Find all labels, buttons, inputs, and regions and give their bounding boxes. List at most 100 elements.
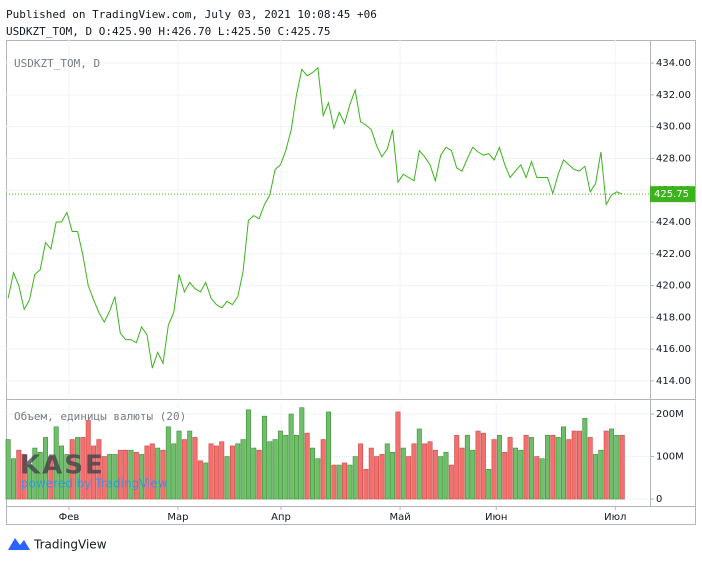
volume-bar bbox=[363, 468, 369, 500]
volume-bar bbox=[277, 430, 283, 500]
volume-bar bbox=[165, 426, 171, 500]
volume-bar bbox=[593, 454, 599, 500]
y-tick-label: 422.00 bbox=[656, 249, 691, 260]
volume-bar bbox=[107, 454, 113, 500]
volume-bar bbox=[160, 449, 166, 500]
volume-bar bbox=[133, 451, 139, 500]
volume-bar bbox=[523, 434, 529, 500]
volume-bar bbox=[480, 432, 486, 500]
x-tick-label: Апр bbox=[271, 512, 291, 523]
volume-bar bbox=[229, 445, 235, 500]
volume-bar bbox=[272, 439, 278, 500]
volume-bar bbox=[192, 437, 198, 500]
volume-bar bbox=[294, 434, 299, 500]
volume-bar bbox=[587, 437, 593, 500]
volume-bar bbox=[395, 411, 401, 500]
volume-bar bbox=[400, 447, 406, 500]
watermark-powered: powered by TradingView bbox=[21, 477, 168, 491]
y-tick-label: 100M bbox=[656, 452, 684, 463]
volume-bar bbox=[288, 413, 294, 500]
volume-bar bbox=[603, 430, 609, 500]
volume-bar bbox=[117, 449, 123, 500]
volume-bar bbox=[518, 449, 524, 500]
volume-bar bbox=[614, 434, 620, 500]
y-tick-label: 430.00 bbox=[656, 122, 691, 133]
y-tick-label: 418.00 bbox=[656, 312, 691, 323]
volume-bar bbox=[235, 443, 241, 500]
volume-bar bbox=[502, 451, 508, 500]
volume-bar bbox=[619, 434, 625, 500]
y-tick-label: 416.00 bbox=[656, 344, 691, 355]
volume-legend: Объем, единицы валюты (20) bbox=[14, 410, 186, 423]
volume-bar bbox=[27, 464, 32, 500]
volume-bar bbox=[283, 434, 289, 500]
volume-bar bbox=[32, 447, 38, 500]
volume-bar bbox=[80, 437, 86, 500]
volume-bar bbox=[577, 430, 583, 500]
volume-bar bbox=[96, 439, 102, 500]
volume-bar bbox=[299, 407, 305, 500]
volume-bar bbox=[347, 464, 353, 500]
volume-bar bbox=[432, 449, 438, 500]
volume-bar bbox=[448, 464, 454, 500]
legend: USDKZT_TOM, D bbox=[14, 57, 100, 70]
volume-bar bbox=[384, 443, 390, 500]
y-tick-label: 428.00 bbox=[656, 153, 691, 164]
volume-bar bbox=[486, 468, 492, 500]
x-tick-label: Мар bbox=[167, 512, 188, 523]
volume-bar bbox=[203, 462, 209, 500]
footer-logo: TradingView bbox=[8, 538, 107, 552]
watermark-logo: KASE bbox=[20, 451, 105, 481]
volume-bar bbox=[374, 456, 380, 500]
volume-bar bbox=[144, 445, 150, 500]
volume-bar bbox=[267, 441, 273, 500]
x-tick-label: Май bbox=[389, 512, 410, 523]
volume-bar bbox=[64, 454, 70, 500]
volume-bar bbox=[464, 434, 470, 500]
volume-bar bbox=[43, 437, 49, 500]
volume-bar bbox=[10, 458, 16, 500]
volume-bar bbox=[261, 415, 267, 500]
volume-bar bbox=[491, 439, 497, 500]
volume-bar bbox=[75, 437, 81, 500]
volume-bar bbox=[352, 456, 358, 500]
volume-bar bbox=[5, 439, 11, 500]
volume-bar bbox=[128, 449, 134, 500]
volume-bar bbox=[219, 441, 225, 500]
volume-bar bbox=[582, 417, 588, 500]
volume-bar bbox=[176, 430, 182, 500]
volume-bar bbox=[443, 451, 449, 500]
footer-brand: TradingView bbox=[33, 538, 107, 552]
volume-bar bbox=[358, 443, 364, 500]
volume-bar bbox=[85, 420, 91, 500]
volume-bar bbox=[256, 449, 262, 500]
x-tick-label: Фев bbox=[59, 512, 80, 523]
volume-bar bbox=[251, 447, 257, 500]
volume-bar bbox=[475, 430, 481, 500]
frame bbox=[6, 40, 696, 525]
y-tick-label: 420.00 bbox=[656, 281, 691, 292]
volume-bar bbox=[544, 434, 550, 500]
volume-bar bbox=[53, 426, 59, 500]
volume-bar bbox=[240, 439, 246, 500]
volume-bar bbox=[112, 454, 118, 500]
volume-bar bbox=[496, 434, 502, 500]
y-tick-label: 424.00 bbox=[656, 217, 691, 228]
volume-bar bbox=[512, 447, 518, 500]
volume-bar bbox=[598, 449, 604, 500]
volume-bar bbox=[139, 454, 145, 500]
y-tick-label: 434.00 bbox=[656, 58, 691, 69]
volume-bar bbox=[566, 439, 572, 500]
volume-bar bbox=[171, 443, 177, 500]
ohlc: USDKZT_TOM, D O:425.90 H:426.70 L:425.50… bbox=[6, 25, 331, 38]
last-price-label: 425.75 bbox=[654, 189, 689, 200]
y-tick-label: 0 bbox=[656, 494, 662, 505]
volume-bar bbox=[470, 449, 476, 500]
volume-bar bbox=[609, 428, 615, 500]
volume-bar bbox=[411, 443, 417, 500]
y-tick-label: 432.00 bbox=[656, 90, 691, 101]
x-tick-label: Июн bbox=[485, 512, 507, 523]
volume-bar bbox=[187, 430, 193, 500]
last-price-box bbox=[650, 186, 695, 203]
